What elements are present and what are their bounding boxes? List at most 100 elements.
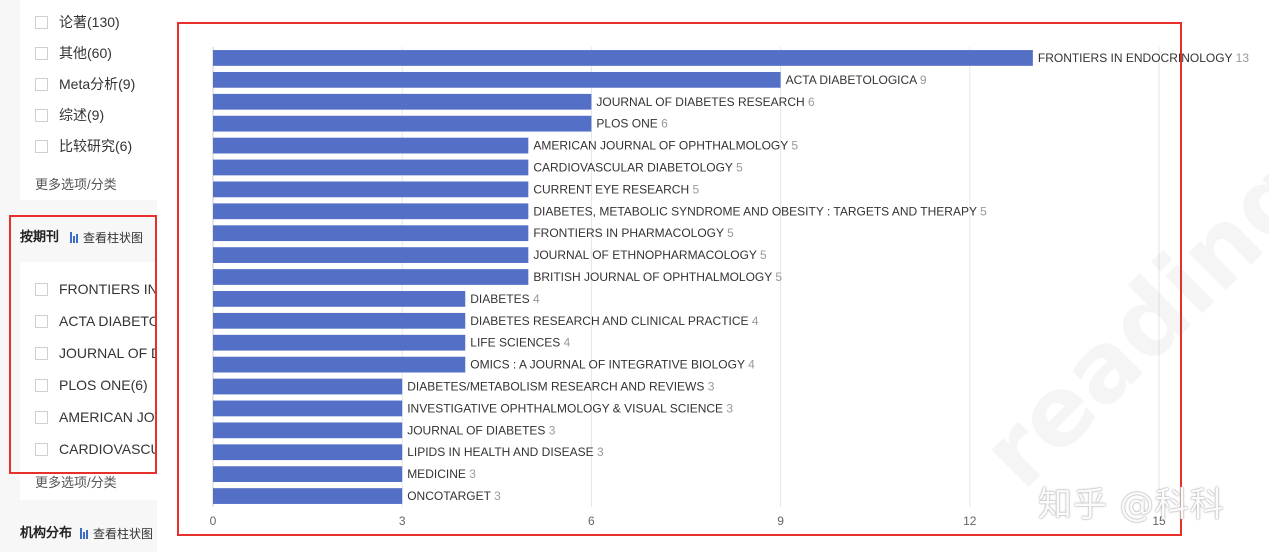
checkbox[interactable]	[35, 108, 48, 122]
bar-label: CURRENT EYE RESEARCH 5	[533, 182, 699, 196]
filter-label: 论著(130)	[59, 14, 120, 30]
bar-label: DIABETES, METABOLIC SYNDROME AND OBESITY…	[533, 204, 987, 218]
checkbox[interactable]	[35, 378, 48, 392]
bar-label: LIFE SCIENCES 4	[470, 336, 570, 350]
bar	[213, 291, 466, 307]
category-label: OMICS : A JOURNAL OF INTEGRATIVE BIOLOGY	[470, 358, 748, 372]
value-label: 5	[760, 248, 767, 262]
value-label: 3	[494, 489, 501, 503]
checkbox[interactable]	[35, 442, 48, 456]
value-label: 5	[980, 204, 987, 218]
bar	[213, 466, 403, 483]
bar-chart-icon	[80, 528, 89, 539]
checkbox[interactable]	[35, 77, 48, 91]
checkbox[interactable]	[35, 314, 48, 328]
category-label: FRONTIERS IN PHARMACOLOGY	[533, 226, 727, 240]
value-label: 3	[469, 467, 476, 481]
bar	[213, 115, 592, 132]
filter-label: Meta分析(9)	[59, 76, 136, 92]
bar-label: MEDICINE 3	[407, 467, 476, 481]
value-label: 5	[736, 160, 743, 174]
bar	[213, 159, 529, 176]
checkbox[interactable]	[35, 410, 48, 424]
bar-label: ONCOTARGET 3	[407, 489, 501, 503]
checkbox[interactable]	[35, 46, 48, 60]
category-label: BRITISH JOURNAL OF OPHTHALMOLOGY	[533, 270, 775, 284]
bar	[213, 269, 529, 285]
x-tick-label: 12	[963, 514, 977, 528]
filter-item-type[interactable]: 比较研究(6)	[35, 136, 132, 156]
value-label: 3	[597, 445, 604, 459]
filter-label: AMERICAN JOURNAL OF OPHTHALMOLOGY(5)	[59, 409, 157, 425]
filter-item-journal[interactable]: CARDIOVASCULAR DIABETOLOGY(5)	[35, 439, 157, 459]
bar	[213, 50, 1033, 66]
bar-label: INVESTIGATIVE OPHTHALMOLOGY & VISUAL SCI…	[407, 401, 733, 415]
filter-label: ACTA DIABETOLOGICA(9)	[59, 313, 157, 329]
checkbox[interactable]	[35, 282, 48, 296]
more-options-link[interactable]: 更多选项/分类	[35, 177, 117, 192]
view-chart-label: 查看柱状图	[93, 527, 154, 541]
value-label: 9	[920, 73, 927, 87]
bar-label: BRITISH JOURNAL OF OPHTHALMOLOGY 5	[533, 270, 782, 284]
value-label: 4	[752, 314, 759, 328]
filter-label: 其他(60)	[59, 45, 112, 61]
value-label: 6	[808, 95, 815, 109]
value-label: 3	[708, 380, 715, 394]
bar-label: LIPIDS IN HEALTH AND DISEASE 3	[407, 445, 604, 459]
category-label: INVESTIGATIVE OPHTHALMOLOGY & VISUAL SCI…	[407, 401, 726, 415]
category-label: JOURNAL OF ETHNOPHARMACOLOGY	[533, 248, 760, 262]
category-label: DIABETES, METABOLIC SYNDROME AND OBESITY…	[533, 204, 980, 218]
filter-sidebar: 论著(130) 其他(60) Meta分析(9) 综述(9) 比较研究(6) 更…	[0, 0, 157, 552]
category-label: DIABETES/METABOLISM RESEARCH AND REVIEWS	[407, 380, 708, 394]
journal-highlight-box	[9, 215, 157, 474]
bar-label: CARDIOVASCULAR DIABETOLOGY 5	[533, 160, 743, 174]
checkbox[interactable]	[35, 15, 48, 29]
checkbox[interactable]	[35, 346, 48, 360]
bar	[213, 93, 592, 110]
filter-item-type[interactable]: Meta分析(9)	[35, 74, 135, 94]
value-label: 5	[727, 226, 734, 240]
bar-label: FRONTIERS IN PHARMACOLOGY 5	[533, 226, 734, 240]
watermark-zhihu: 知乎 @科科	[1038, 485, 1225, 525]
category-label: FRONTIERS IN ENDOCRINOLOGY	[1038, 51, 1236, 65]
bar	[213, 488, 403, 504]
filter-item-journal[interactable]: FRONTIERS IN ENDOCRINOLOGY(13)	[35, 279, 157, 299]
value-label: 4	[748, 358, 755, 372]
bar-label: DIABETES RESEARCH AND CLINICAL PRACTICE …	[470, 314, 759, 328]
value-label: 5	[692, 182, 699, 196]
filter-item-type[interactable]: 综述(9)	[35, 105, 104, 125]
filter-label: JOURNAL OF DIABETES RESEARCH(6)	[59, 345, 157, 361]
view-chart-label: 查看柱状图	[83, 231, 144, 245]
bar	[213, 356, 466, 373]
category-label: DIABETES RESEARCH AND CLINICAL PRACTICE	[470, 314, 752, 328]
bar-label: PLOS ONE 6	[596, 117, 668, 131]
more-options-link[interactable]: 更多选项/分类	[35, 475, 117, 490]
bar	[213, 247, 529, 263]
filter-item-type[interactable]: 论著(130)	[35, 12, 120, 32]
bar	[213, 422, 403, 439]
filter-item-journal[interactable]: ACTA DIABETOLOGICA(9)	[35, 311, 157, 331]
bar-label: JOURNAL OF ETHNOPHARMACOLOGY 5	[533, 248, 767, 262]
filter-item-type[interactable]: 其他(60)	[35, 43, 112, 63]
view-chart-link[interactable]: 查看柱状图	[80, 525, 153, 542]
bar	[213, 378, 403, 395]
category-label: DIABETES	[470, 292, 533, 306]
bar	[213, 334, 466, 351]
bar	[213, 203, 529, 220]
category-label: ACTA DIABETOLOGICA	[786, 73, 920, 87]
filter-item-journal[interactable]: PLOS ONE(6)	[35, 375, 148, 395]
value-label: 5	[775, 270, 782, 284]
x-tick-label: 0	[210, 514, 217, 528]
bar-label: ACTA DIABETOLOGICA 9	[786, 73, 927, 87]
filter-label: FRONTIERS IN ENDOCRINOLOGY(13)	[59, 281, 157, 297]
category-label: JOURNAL OF DIABETES	[407, 423, 549, 437]
journal-panel: FRONTIERS IN ENDOCRINOLOGY(13) ACTA DIAB…	[20, 262, 157, 500]
filter-item-journal[interactable]: AMERICAN JOURNAL OF OPHTHALMOLOGY(5)	[35, 407, 157, 427]
bar-chart-icon	[70, 232, 79, 243]
view-chart-link[interactable]: 查看柱状图	[70, 229, 143, 246]
category-label: CURRENT EYE RESEARCH	[533, 182, 692, 196]
bar	[213, 181, 529, 198]
checkbox[interactable]	[35, 139, 48, 153]
filter-item-journal[interactable]: JOURNAL OF DIABETES RESEARCH(6)	[35, 343, 157, 363]
